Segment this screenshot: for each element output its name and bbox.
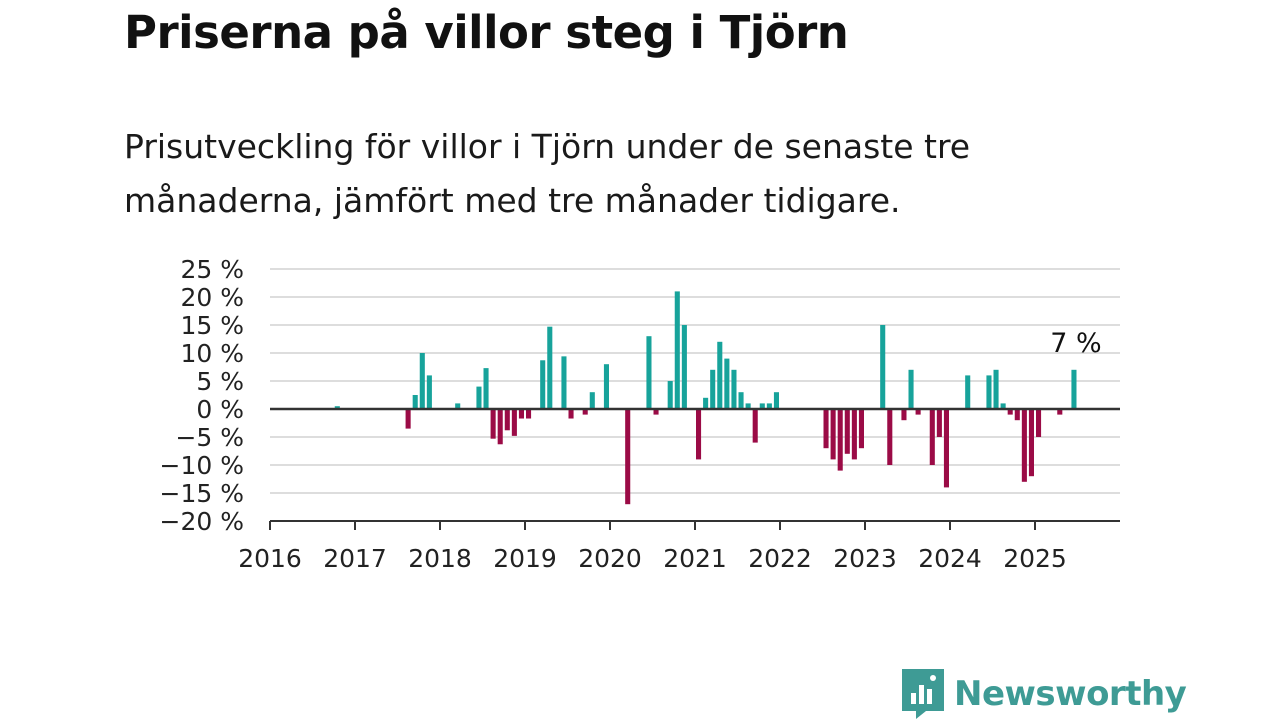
bar: [901, 409, 907, 421]
bar: [455, 403, 461, 409]
bar: [653, 409, 659, 415]
bar: [547, 326, 553, 409]
bar: [518, 409, 524, 419]
bar: [412, 395, 418, 409]
bar: [929, 409, 935, 465]
y-tick-label: −15 %: [160, 479, 244, 508]
bar: [837, 409, 843, 471]
bar: [759, 403, 765, 409]
axes: [269, 407, 1120, 530]
bar: [561, 356, 567, 409]
x-tick-label: 2017: [323, 544, 387, 573]
bar: [724, 358, 730, 409]
bar: [681, 325, 687, 409]
x-tick-label: 2016: [238, 544, 302, 573]
bar: [334, 406, 340, 409]
bar: [766, 403, 772, 409]
bar: [1007, 409, 1013, 415]
bar: [589, 392, 595, 409]
bar: [426, 375, 432, 409]
x-tick-label: 2018: [408, 544, 472, 573]
bar: [717, 341, 723, 409]
bar-chart: 25 %20 %15 %10 %5 %0 %−5 %−10 %−15 %−20 …: [160, 255, 1120, 573]
bar: [965, 375, 971, 409]
bars: [334, 291, 1077, 505]
x-tick-label: 2024: [918, 544, 982, 573]
y-tick-label: −10 %: [160, 451, 244, 480]
bar: [504, 409, 510, 431]
y-tick-label: 25 %: [180, 255, 244, 284]
x-tick-label: 2023: [833, 544, 897, 573]
bar: [738, 392, 744, 409]
chart-title: Priserna på villor steg i Tjörn: [124, 6, 849, 59]
bar: [745, 403, 751, 409]
chart-subtitle: Prisutveckling för villor i Tjörn under …: [124, 127, 971, 220]
bar: [490, 409, 496, 439]
bar: [674, 291, 680, 409]
y-tick-label: −20 %: [160, 507, 244, 536]
bar: [540, 360, 546, 409]
bar: [823, 409, 829, 449]
bar: [880, 325, 886, 409]
bar: [419, 353, 425, 409]
bar: [731, 369, 737, 409]
bar: [773, 392, 779, 409]
bar: [752, 409, 758, 443]
bar: [844, 409, 850, 454]
x-tick-label: 2019: [493, 544, 557, 573]
bar: [1000, 403, 1006, 409]
y-tick-label: 15 %: [180, 311, 244, 340]
bar: [887, 409, 893, 465]
bar: [1021, 409, 1027, 482]
bar: [710, 369, 716, 409]
bar: [1028, 409, 1034, 477]
bar: [483, 368, 489, 409]
bar: [1071, 369, 1077, 409]
y-tick-label: 5 %: [196, 367, 244, 396]
bar: [943, 409, 949, 488]
bar: [915, 409, 921, 415]
bar: [646, 336, 652, 409]
brand-logo: Newsworthy: [902, 668, 1187, 720]
y-tick-label: 0 %: [196, 395, 244, 424]
y-tick-label: 20 %: [180, 283, 244, 312]
brand-name: Newsworthy: [954, 674, 1187, 714]
gridlines: [270, 268, 1120, 522]
bar: [497, 409, 503, 445]
bar: [703, 397, 709, 409]
tick-labels: 25 %20 %15 %10 %5 %0 %−5 %−10 %−15 %−20 …: [160, 255, 1102, 573]
bar: [603, 364, 609, 409]
x-tick-label: 2020: [578, 544, 642, 573]
bar: [1036, 409, 1042, 437]
bar: [476, 386, 482, 409]
bar: [511, 409, 517, 436]
bar: [908, 369, 914, 409]
x-tick-label: 2022: [748, 544, 812, 573]
newsworthy-logo-icon: [902, 669, 944, 719]
bar: [526, 409, 532, 419]
bar: [858, 409, 864, 449]
x-tick-label: 2021: [663, 544, 727, 573]
bar: [1057, 409, 1063, 415]
bar: [625, 409, 631, 505]
bar: [993, 369, 999, 409]
bar: [405, 409, 411, 429]
bar: [851, 409, 857, 460]
bar: [582, 409, 588, 415]
bar: [936, 409, 942, 437]
bar: [667, 381, 673, 409]
x-tick-label: 2025: [1003, 544, 1067, 573]
bar: [830, 409, 836, 460]
bar: [696, 409, 702, 460]
bar: [568, 409, 574, 419]
y-tick-label: 10 %: [180, 339, 244, 368]
y-tick-label: −5 %: [175, 423, 244, 452]
bar: [1014, 409, 1020, 421]
annotation-label: 7 %: [1050, 328, 1101, 359]
bar: [986, 375, 992, 409]
